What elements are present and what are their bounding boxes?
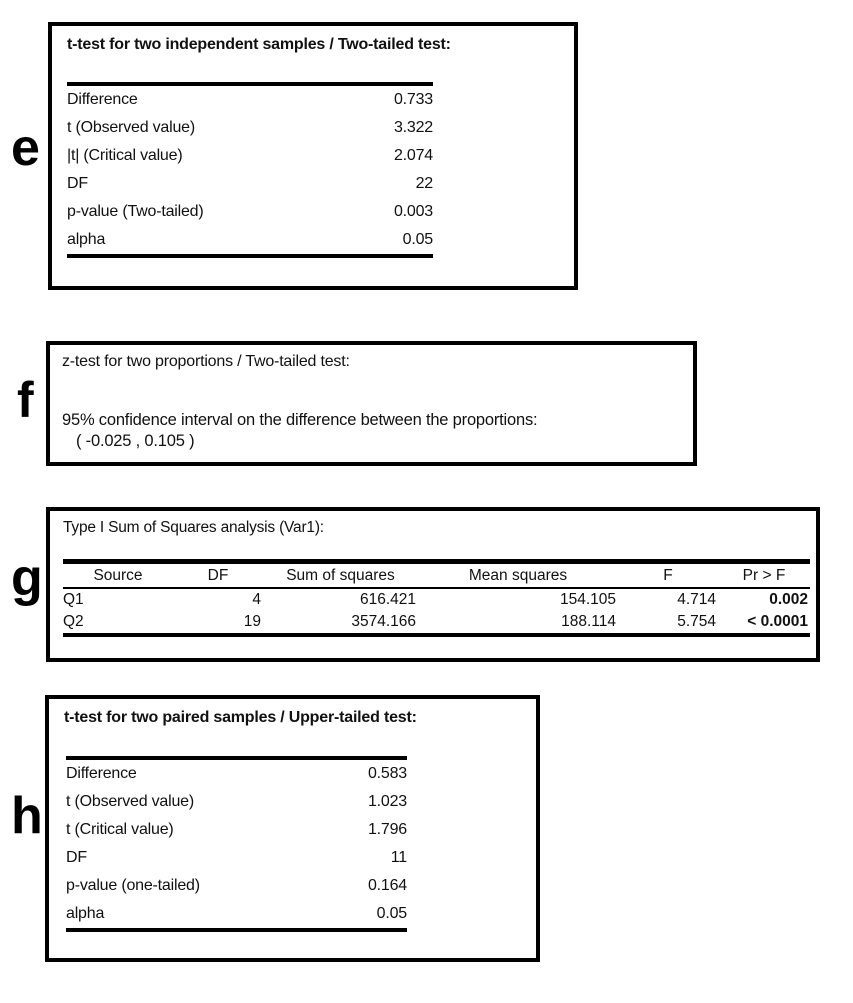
table-row: alpha 0.05 <box>66 900 407 928</box>
cell-sum-of-squares: 616.421 <box>359 591 416 608</box>
panel-h-ttest-paired: t-test for two paired samples / Upper-ta… <box>45 695 540 962</box>
cell-f: 4.714 <box>677 591 716 608</box>
row-label: Difference <box>66 765 137 782</box>
panel-g-title: Type I Sum of Squares analysis (Var1): <box>63 519 324 536</box>
table-row: t (Observed value) 1.023 <box>66 788 407 816</box>
confidence-interval-label: 95% confidence interval on the differenc… <box>62 411 538 429</box>
cell-mean-squares: 188.114 <box>561 613 616 630</box>
table-row: alpha 0.05 <box>67 226 433 254</box>
cell-df: 19 <box>243 613 261 630</box>
row-value: 2.074 <box>393 147 433 164</box>
panel-letter-f: f <box>17 372 34 428</box>
cell-source: Q1 <box>63 591 84 608</box>
table-row: |t| (Critical value) 2.074 <box>67 142 433 170</box>
col-header-f: F <box>663 567 673 584</box>
col-header-sum-of-squares: Sum of squares <box>286 567 395 584</box>
row-value: 0.05 <box>376 905 408 922</box>
row-label: t (Observed value) <box>67 119 196 136</box>
row-value: 0.733 <box>393 91 433 108</box>
table-row: Difference 0.733 <box>67 86 433 114</box>
row-label: DF <box>67 175 88 192</box>
row-value: 3.322 <box>393 119 433 136</box>
table-header-row: Source DF Sum of squares Mean squares F … <box>63 565 810 589</box>
table-row: p-value (Two-tailed) 0.003 <box>67 198 433 226</box>
table-row: DF 11 <box>66 844 407 872</box>
row-value: 22 <box>415 175 434 192</box>
row-value: 1.023 <box>367 793 407 810</box>
table-row: DF 22 <box>67 170 433 198</box>
panel-h-title: t-test for two paired samples / Upper-ta… <box>64 709 417 726</box>
col-header-mean-squares: Mean squares <box>468 567 568 584</box>
table-top-rule <box>63 559 810 564</box>
row-label: p-value (Two-tailed) <box>67 203 204 220</box>
cell-sum-of-squares: 3574.166 <box>351 613 416 630</box>
row-value: 0.003 <box>393 203 433 220</box>
row-value: 0.164 <box>367 877 407 894</box>
cell-df: 4 <box>252 591 261 608</box>
col-header-df: DF <box>207 567 229 584</box>
table-bottom-rule <box>63 633 810 637</box>
panel-f-title: z-test for two proportions / Two-tailed … <box>62 353 350 370</box>
row-label: Difference <box>67 91 138 108</box>
table-row: p-value (one-tailed) 0.164 <box>66 872 407 900</box>
panel-g-table: Source DF Sum of squares Mean squares F … <box>63 559 810 637</box>
table-row: Q2 19 3574.166 188.114 5.754 < 0.0001 <box>63 611 810 633</box>
row-value: 11 <box>390 849 407 866</box>
col-header-pr-f: Pr > F <box>742 567 786 584</box>
confidence-interval-value: ( -0.025 , 0.105 ) <box>76 432 195 450</box>
panel-f-ztest-proportions: z-test for two proportions / Two-tailed … <box>46 341 697 466</box>
row-label: p-value (one-tailed) <box>66 877 200 894</box>
col-header-source: Source <box>93 567 143 584</box>
row-label: alpha <box>66 905 105 922</box>
cell-f: 5.754 <box>677 613 716 630</box>
panel-letter-g: g <box>11 549 43 607</box>
table-row: t (Critical value) 1.796 <box>66 816 407 844</box>
cell-pr-f: 0.002 <box>769 591 808 608</box>
panel-h-table: Difference 0.583 t (Observed value) 1.02… <box>66 756 407 932</box>
panel-letter-h: h <box>11 787 43 845</box>
table-row: Difference 0.583 <box>66 760 407 788</box>
panel-g-anova: Type I Sum of Squares analysis (Var1): S… <box>46 507 820 662</box>
panel-letter-e: e <box>11 119 40 177</box>
cell-mean-squares: 154.105 <box>559 591 616 608</box>
row-label: DF <box>66 849 87 866</box>
cell-source: Q2 <box>63 613 84 630</box>
row-label: alpha <box>67 231 106 248</box>
row-value: 0.583 <box>367 765 407 782</box>
row-label: |t| (Critical value) <box>67 147 183 164</box>
row-value: 1.796 <box>367 821 407 838</box>
panel-e-title: t-test for two independent samples / Two… <box>67 36 451 53</box>
panel-e-table: Difference 0.733 t (Observed value) 3.32… <box>67 82 433 258</box>
row-label: t (Observed value) <box>66 793 195 810</box>
table-row: Q1 4 616.421 154.105 4.714 0.002 <box>63 589 810 611</box>
cell-pr-f: < 0.0001 <box>747 613 808 630</box>
row-value: 0.05 <box>402 231 434 248</box>
row-label: t (Critical value) <box>66 821 174 838</box>
panel-e-ttest-independent: t-test for two independent samples / Two… <box>48 22 578 290</box>
table-row: t (Observed value) 3.322 <box>67 114 433 142</box>
